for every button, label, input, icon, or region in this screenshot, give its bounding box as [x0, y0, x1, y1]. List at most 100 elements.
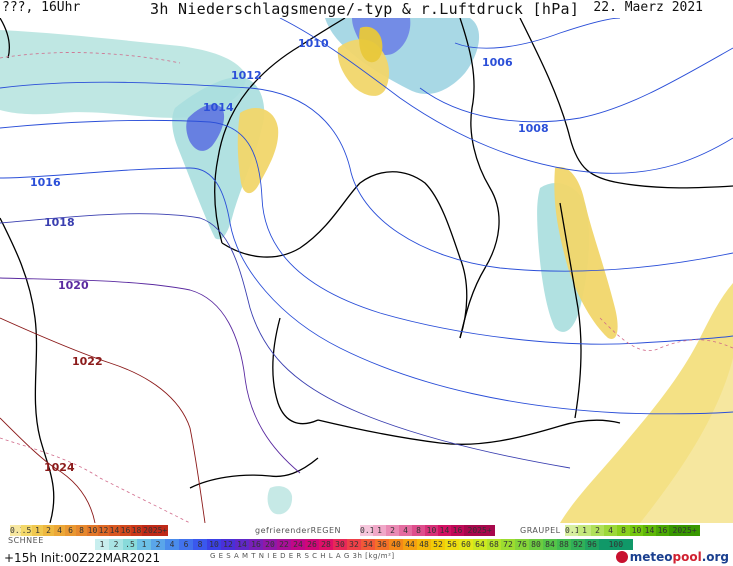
- freezing-rain-scale-swatch: 2025+: [464, 525, 496, 536]
- graupel-scale-swatch: 10: [630, 525, 643, 536]
- graupel-scale-swatch: 0.1: [565, 525, 578, 536]
- snow-scale-swatch: 88: [557, 539, 571, 550]
- rain-scale-swatch: 14: [109, 525, 120, 536]
- graupel-scale-swatch: 2025+: [669, 525, 701, 536]
- brand-name-b: pool: [672, 550, 702, 564]
- graupel-label: GRAUPEL: [520, 526, 561, 535]
- coast-germany-poland: [317, 419, 621, 445]
- coast-jutland: [272, 317, 319, 425]
- snow-scale-swatch: 32: [347, 539, 361, 550]
- brand-logo-icon: [615, 551, 628, 563]
- snow-scale-swatch: 26: [305, 539, 319, 550]
- brand-name-a: meteo: [629, 550, 673, 564]
- isobar-lines: [0, 17, 733, 524]
- isobar-1022: [0, 317, 206, 524]
- isobar-label-1010: 1010: [298, 37, 329, 50]
- dashed-contour-southeast: [599, 317, 733, 351]
- forecast-map[interactable]: 1006 1008 1010 1012 1014 1016 1018 1020 …: [0, 17, 733, 524]
- isobar-label-1016: 1016: [30, 176, 61, 189]
- graupel-scale-swatch: 2: [591, 525, 604, 536]
- snow-scale-swatch: 10: [207, 539, 221, 550]
- snow-scale-swatch: 1: [95, 539, 109, 550]
- isobar-label-1020: 1020: [58, 279, 89, 292]
- rain-scale-swatch: 8: [76, 525, 87, 536]
- snow-scale-swatch: 84: [543, 539, 557, 550]
- valid-time-label: ???, 16Uhr: [2, 0, 81, 15]
- graupel-scale-swatch: 16: [656, 525, 669, 536]
- snow-scale-swatch: 12: [221, 539, 235, 550]
- map-title: 3h Niederschlagsmenge/-typ & r.Luftdruck…: [150, 0, 580, 18]
- snow-area-south: [267, 486, 293, 515]
- snow-scale-swatch: 60: [459, 539, 473, 550]
- snow-scale-swatch: 68: [487, 539, 501, 550]
- snow-scale-swatch: 96: [585, 539, 599, 550]
- graupel-scale-swatch: 4: [604, 525, 617, 536]
- isobar-label-1022: 1022: [72, 355, 103, 368]
- isobar-1020: [0, 277, 301, 474]
- rain-scale-swatch: 0.1: [10, 525, 21, 536]
- snow-scale-swatch: 92: [571, 539, 585, 550]
- rain-scale-swatch: 1: [32, 525, 43, 536]
- snow-label: SCHNEE: [8, 536, 44, 545]
- freezing-rain-scale-swatch: 2: [386, 525, 399, 536]
- freezing-rain-scale-swatch: 16: [451, 525, 464, 536]
- coast-baltic-states: [559, 202, 582, 419]
- rain-scale-swatch: 2025+: [142, 525, 169, 536]
- dashed-contour-south: [0, 437, 191, 524]
- rain-area-baltic: [554, 167, 618, 339]
- isobar-1010: [279, 17, 733, 174]
- isobar-1006: [454, 17, 621, 49]
- snow-scale-swatch: 40: [389, 539, 403, 550]
- rain-scale-swatch: 10: [87, 525, 98, 536]
- coast-finland: [519, 17, 733, 189]
- snow-scale-swatch: 4: [165, 539, 179, 550]
- snow-scale-swatch: 1: [137, 539, 151, 550]
- snow-scale-swatch: 2: [151, 539, 165, 550]
- brand-name-c: .org: [701, 550, 729, 564]
- isobar-1012: [0, 81, 733, 272]
- isobar-label-1012: 1012: [231, 69, 262, 82]
- rain-area-south-east-light: [640, 358, 733, 523]
- graupel-scale-swatch: 14: [643, 525, 656, 536]
- coastlines: [0, 17, 733, 524]
- freezing-rain-scale-swatch: 4: [399, 525, 412, 536]
- snow-scale-swatch: 56: [445, 539, 459, 550]
- snow-area-atlantic: [0, 30, 246, 118]
- brand-logo[interactable]: meteopool.org: [615, 550, 729, 564]
- isobar-label-1014: 1014: [203, 101, 234, 114]
- map-canvas: [0, 17, 733, 524]
- coast-norway: [214, 17, 346, 244]
- rain-area-norway: [237, 108, 279, 194]
- freezing-rain-scale-swatch: 1: [373, 525, 386, 536]
- freezing-rain-label: gefrierenderREGEN: [255, 526, 341, 535]
- freezing-rain-scale-swatch: 14: [438, 525, 451, 536]
- rain-scale-swatch: 4: [54, 525, 65, 536]
- snow-scale-swatch: 72: [501, 539, 515, 550]
- coast-netherlands: [189, 457, 319, 489]
- init-time-label: +15h Init:00Z22MAR2021: [4, 551, 161, 565]
- rain-scale-swatch: 2: [43, 525, 54, 536]
- rain-scale-swatch: .5: [21, 525, 32, 536]
- snow-area-dark-band: [186, 104, 225, 151]
- graupel-scale-swatch: 8: [617, 525, 630, 536]
- snow-scale-swatch: 34: [361, 539, 375, 550]
- isobar-label-1018: 1018: [44, 216, 75, 229]
- isobar-label-1008: 1008: [518, 122, 549, 135]
- dashed-contours: [0, 52, 733, 524]
- snow-scale-swatch: 100: [599, 539, 633, 550]
- snow-scale-swatch: 22: [277, 539, 291, 550]
- isobar-1008: [419, 47, 733, 123]
- snow-scale-swatch: 48: [417, 539, 431, 550]
- coast-iceland-faroe: [0, 17, 10, 59]
- snow-scale-swatch: 28: [319, 539, 333, 550]
- snow-scale-swatch: 36: [375, 539, 389, 550]
- map-header: ???, 16Uhr 3h Niederschlagsmenge/-typ & …: [0, 0, 733, 20]
- snow-scale-swatch: 44: [403, 539, 417, 550]
- snow-scale-swatch: 14: [235, 539, 249, 550]
- rain-scale-swatch: 12: [98, 525, 109, 536]
- freezing-rain-scale-swatch: 10: [425, 525, 438, 536]
- snow-scale-swatch: 6: [179, 539, 193, 550]
- snow-scale-swatch: 64: [473, 539, 487, 550]
